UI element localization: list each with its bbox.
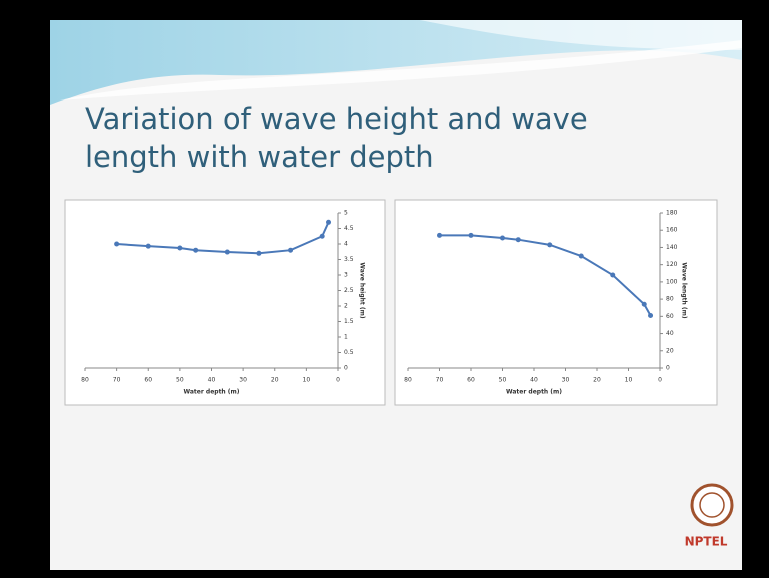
y-tick-label: 140: [666, 244, 678, 251]
x-tick-label: 20: [271, 377, 279, 384]
y-tick-label: 100: [666, 278, 678, 285]
data-point: [579, 254, 584, 259]
x-tick-label: 10: [625, 377, 633, 384]
y-tick-label: 180: [666, 210, 678, 217]
logo-text: NPTEL: [685, 535, 728, 549]
x-tick-label: 80: [81, 377, 89, 384]
data-point: [225, 250, 230, 255]
logo-icon: [692, 485, 732, 525]
data-point: [326, 220, 331, 225]
x-tick-label: 0: [658, 377, 662, 384]
data-point: [320, 234, 325, 239]
y-tick-label: 3: [344, 272, 348, 279]
y-tick-label: 80: [666, 296, 674, 303]
x-tick-label: 60: [144, 377, 152, 384]
y-axis-title: Wave length (m): [681, 262, 688, 318]
data-point: [547, 242, 552, 247]
data-point: [114, 242, 119, 247]
data-point: [500, 235, 505, 240]
y-tick-label: 2.5: [344, 287, 354, 294]
data-point: [648, 313, 653, 318]
y-tick-label: 4: [344, 241, 348, 248]
x-tick-label: 60: [467, 377, 475, 384]
slide-title: Variation of wave height and wave length…: [85, 100, 685, 176]
x-tick-label: 50: [176, 377, 184, 384]
y-tick-label: 0: [666, 365, 670, 372]
y-tick-label: 0: [344, 365, 348, 372]
y-tick-label: 2: [344, 303, 348, 310]
y-axis-title: Wave height (m): [359, 262, 366, 318]
page: NPTEL 0 0.5 1 1.5 2 2.5 3 3.5 4 4.5 5 80 70 60 50 40 30 2…: [0, 0, 769, 578]
x-tick-label: 40: [208, 377, 216, 384]
data-point: [193, 248, 198, 253]
y-tick-label: 1: [344, 334, 348, 341]
x-tick-label: 10: [303, 377, 311, 384]
y-tick-label: 1.5: [344, 318, 354, 325]
y-tick-label: 20: [666, 347, 674, 354]
x-tick-label: 20: [593, 377, 601, 384]
x-tick-label: 30: [239, 377, 247, 384]
data-point: [288, 248, 293, 253]
y-tick-label: 120: [666, 261, 678, 268]
y-tick-label: 0.5: [344, 349, 354, 356]
y-tick-label: 5: [344, 210, 348, 217]
y-tick-label: 3.5: [344, 256, 354, 263]
x-tick-label: 70: [436, 377, 444, 384]
data-point: [256, 251, 261, 256]
y-tick-label: 4.5: [344, 225, 354, 232]
x-axis-title: Water depth (m): [506, 389, 562, 396]
data-point: [437, 233, 442, 238]
x-axis-title: Water depth (m): [183, 389, 239, 396]
data-point: [146, 244, 151, 249]
x-tick-label: 50: [499, 377, 507, 384]
y-tick-label: 60: [666, 313, 674, 320]
x-tick-label: 80: [404, 377, 412, 384]
y-tick-label: 160: [666, 227, 678, 234]
x-tick-label: 30: [562, 377, 570, 384]
data-point: [469, 233, 474, 238]
x-tick-label: 70: [113, 377, 121, 384]
chart-frame: [65, 200, 385, 405]
data-point: [516, 237, 521, 242]
x-tick-label: 40: [530, 377, 538, 384]
x-tick-label: 0: [336, 377, 340, 384]
data-point: [177, 246, 182, 251]
data-point: [642, 302, 647, 307]
y-tick-label: 40: [666, 330, 674, 337]
data-point: [610, 273, 615, 278]
chart-canvas: NPTEL 0 0.5 1 1.5 2 2.5 3 3.5 4 4.5 5 80 70 60 50 40 30 2…: [0, 0, 769, 578]
